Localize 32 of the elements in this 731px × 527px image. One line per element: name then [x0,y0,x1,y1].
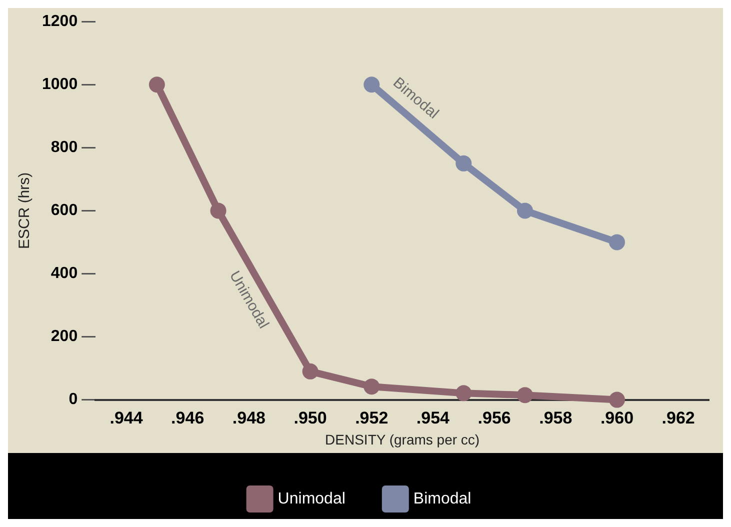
legend-label: Unimodal [278,490,346,508]
x-axis-title: DENSITY (grams per cc) [325,431,480,448]
point [364,76,380,93]
point [516,202,533,219]
point [302,363,318,380]
point [148,76,165,93]
y-tick-label: 1200 [42,13,78,30]
y-tick-label: 600 [50,202,78,220]
point [516,387,533,404]
y-tick-label: 400 [50,265,78,282]
x-tick-label: .946 [171,408,204,428]
x-tick-label: .956 [478,408,511,428]
y-tick-label: 800 [50,139,78,156]
x-tick-label: .954 [416,408,450,428]
point [608,392,625,408]
x-tick-label: .948 [232,408,266,428]
legend-label: Bimodal [413,490,472,508]
point [456,385,472,402]
x-tick-label: .958 [539,408,572,428]
x-tick-label: .944 [110,408,144,428]
y-axis-title: ESCR (hrs) [16,172,34,250]
y-tick-label: 1000 [42,76,78,94]
point [456,155,472,172]
point [364,378,380,395]
x-tick-label: .950 [294,408,327,428]
point [210,202,226,219]
x-tick-label: .960 [600,408,634,428]
y-tick-label: 200 [50,328,78,346]
point [608,234,625,250]
x-tick-label: .952 [355,408,388,428]
x-tick-label: .962 [662,408,695,428]
y-tick-label: 0 [68,391,78,408]
